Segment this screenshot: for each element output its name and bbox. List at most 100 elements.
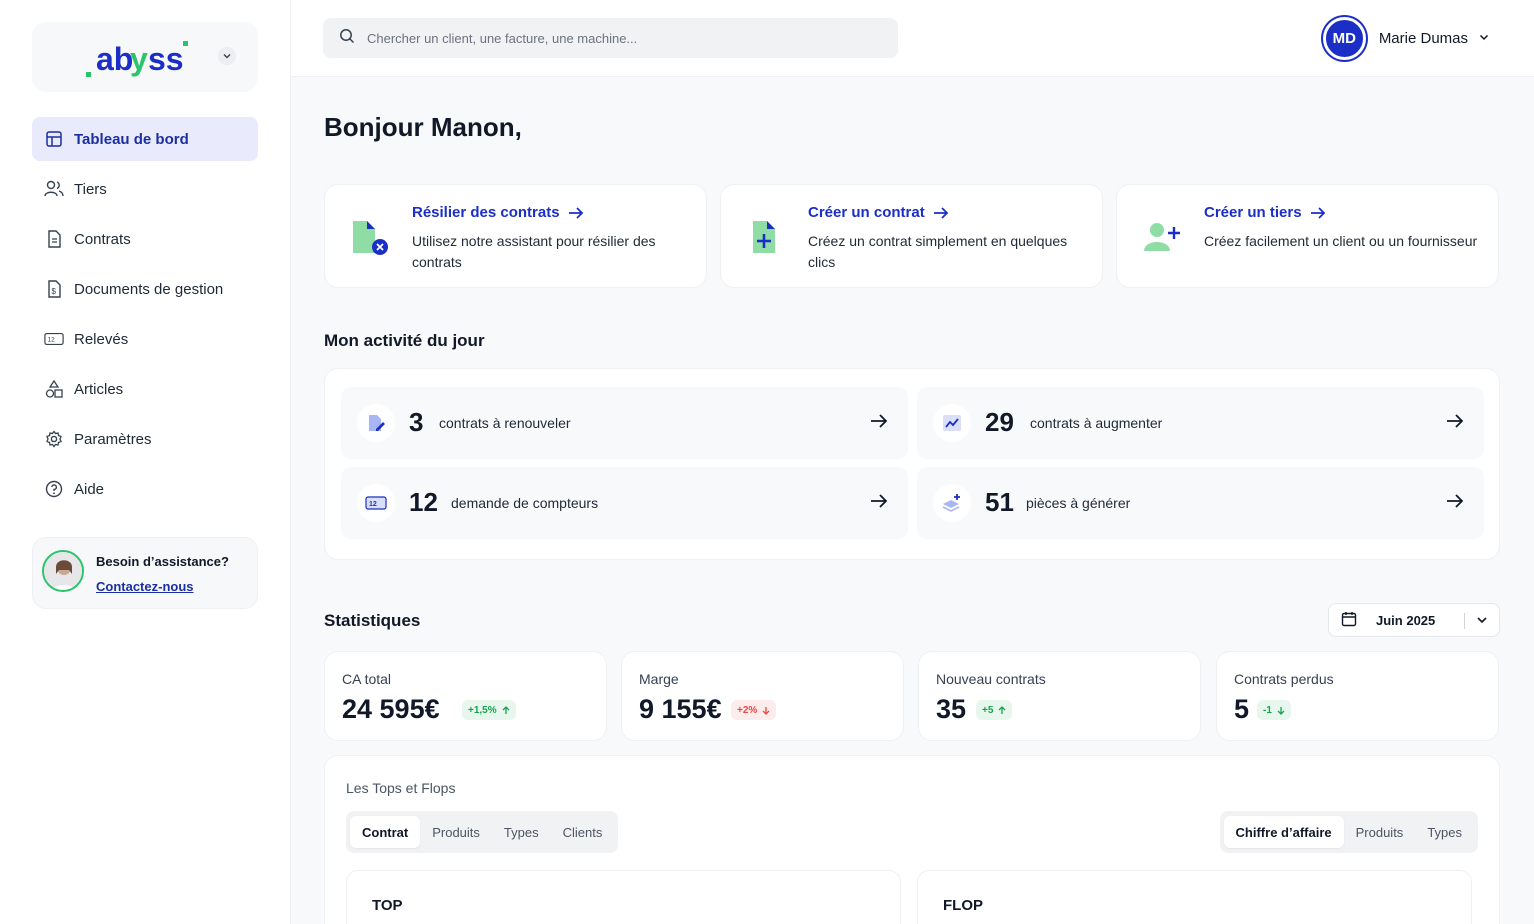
- tops-metric-tabs: Chiffre d’affaire Produits Types: [1219, 811, 1478, 853]
- document-icon: [44, 229, 64, 249]
- sidebar-item-documents[interactable]: $ Documents de gestion: [32, 267, 258, 311]
- sidebar-item-parametres[interactable]: Paramètres: [32, 417, 258, 461]
- stat-label: Nouveau contrats: [936, 671, 1046, 687]
- svg-text:12: 12: [369, 501, 377, 508]
- flop-panel: FLOP: [917, 870, 1472, 924]
- quick-action-resilier[interactable]: Résilier des contrats Utilisez notre ass…: [324, 184, 707, 288]
- stat-value: 9 155€: [639, 694, 722, 724]
- activity-count: 29: [985, 407, 1014, 437]
- arrow-right-icon[interactable]: [870, 493, 888, 514]
- arrow-down-icon: [1277, 706, 1285, 715]
- tab-contrat[interactable]: Contrat: [350, 816, 421, 848]
- sidebar-item-releves[interactable]: 12 Relevés: [32, 317, 258, 361]
- activity-item-compteurs[interactable]: 12 12 demande de compteurs: [341, 467, 908, 539]
- stat-value: 35: [936, 694, 967, 724]
- flop-title: FLOP: [943, 897, 983, 914]
- meter-icon: 12: [44, 329, 64, 349]
- contact-us-link[interactable]: Contactez-nous: [96, 579, 194, 594]
- status-badge: +2%: [731, 700, 777, 720]
- stat-card-ca-total: CA total 24 595€ +1,5%: [324, 651, 607, 741]
- activity-item-renouveler[interactable]: 3 contrats à renouveler: [341, 387, 908, 459]
- activity-panel: 3 contrats à renouveler 29 contrats à au…: [324, 368, 1500, 560]
- meter-icon: 12: [357, 484, 395, 522]
- svg-text:12: 12: [48, 337, 56, 344]
- stat-card-nouveaux-contrats: Nouveau contrats 35 +5: [918, 651, 1201, 741]
- stat-label: Contrats perdus: [1234, 671, 1334, 687]
- svg-text:y: y: [130, 41, 148, 77]
- tops-category-tabs: Contrat Produits Types Clients: [346, 811, 619, 853]
- arrow-up-icon: [502, 705, 510, 714]
- status-badge: -1: [1257, 700, 1291, 720]
- status-badge: +5: [976, 700, 1013, 720]
- sidebar-item-label: Documents de gestion: [74, 280, 224, 298]
- shapes-icon: [44, 379, 64, 399]
- svg-text:$: $: [52, 287, 57, 296]
- chevron-down-icon[interactable]: [1478, 30, 1490, 48]
- sidebar-item-label: Tableau de bord: [74, 130, 189, 148]
- activity-label: pièces à générer: [1026, 495, 1131, 511]
- sidebar-item-label: Contrats: [74, 230, 131, 248]
- help-icon: [44, 479, 64, 499]
- calendar-icon: [1341, 611, 1357, 630]
- tab-produits[interactable]: Produits: [1355, 824, 1404, 840]
- topbar: MD Marie Dumas: [291, 0, 1534, 77]
- stat-value: 24 595€: [342, 694, 440, 724]
- user-menu[interactable]: MD Marie Dumas: [1322, 17, 1490, 60]
- activity-item-pieces[interactable]: 51 pièces à générer: [917, 467, 1484, 539]
- stat-card-contrats-perdus: Contrats perdus 5 -1: [1216, 651, 1499, 741]
- quick-action-creer-contrat[interactable]: Créer un contrat Créez un contrat simple…: [720, 184, 1103, 288]
- period-select[interactable]: Juin 2025: [1328, 603, 1500, 637]
- assistance-card: Besoin d’assistance? Contactez-nous: [32, 537, 258, 609]
- layers-add-icon: [933, 484, 971, 522]
- sidebar-item-dashboard[interactable]: Tableau de bord: [32, 117, 258, 161]
- tab-types[interactable]: Types: [503, 824, 539, 840]
- trend-up-icon: [933, 404, 971, 442]
- activity-label: contrats à renouveler: [439, 415, 571, 431]
- sidebar-item-aide[interactable]: Aide: [32, 467, 258, 511]
- sidebar-item-label: Aide: [74, 480, 105, 498]
- stat-value: 5: [1234, 694, 1250, 724]
- tab-types[interactable]: Types: [1427, 824, 1462, 840]
- activity-item-augmenter[interactable]: 29 contrats à augmenter: [917, 387, 1484, 459]
- sidebar-item-tiers[interactable]: Tiers: [32, 167, 258, 211]
- quick-action-title[interactable]: Créer un tiers: [1204, 204, 1326, 221]
- stat-label: Marge: [639, 671, 679, 687]
- activity-count: 3: [409, 407, 424, 437]
- quick-action-desc: Utilisez notre assistant pour résilier d…: [412, 233, 656, 270]
- arrow-right-icon[interactable]: [1446, 493, 1464, 514]
- chevron-down-icon[interactable]: [1475, 613, 1489, 630]
- tab-chiffre-affaire[interactable]: Chiffre d’affaire: [1223, 816, 1344, 848]
- avatar[interactable]: MD: [1322, 17, 1366, 60]
- dashboard-icon: [44, 129, 64, 149]
- svg-text:ss: ss: [148, 41, 184, 77]
- stats-title: Statistiques: [324, 611, 421, 630]
- period-value: Juin 2025: [1376, 612, 1436, 628]
- sidebar-item-articles[interactable]: Articles: [32, 367, 258, 411]
- quick-action-title[interactable]: Résilier des contrats: [412, 204, 584, 221]
- stat-label: CA total: [342, 671, 392, 687]
- user-add-icon: [1144, 223, 1180, 251]
- activity-count: 12: [409, 487, 438, 517]
- tops-flops-panel: Les Tops et Flops Contrat Produits Types…: [324, 755, 1500, 924]
- document-add-icon: [753, 221, 775, 253]
- tab-clients[interactable]: Clients: [562, 824, 603, 840]
- search-bar[interactable]: [323, 18, 898, 58]
- assistance-title: Besoin d’assistance?: [96, 554, 229, 569]
- sidebar-item-label: Articles: [74, 380, 124, 398]
- gear-icon: [44, 429, 64, 449]
- arrow-right-icon[interactable]: [1446, 413, 1464, 434]
- quick-action-title[interactable]: Créer un contrat: [808, 204, 949, 221]
- user-name[interactable]: Marie Dumas: [1378, 30, 1468, 47]
- tab-produits[interactable]: Produits: [432, 824, 480, 840]
- sidebar-nav: Tableau de bord Tiers Contrats $ Documen…: [32, 117, 258, 517]
- brand-switcher[interactable]: ab y ss: [32, 22, 258, 92]
- quick-action-desc: Créez un contrat simplement en quelques …: [808, 233, 1068, 270]
- chevron-down-icon[interactable]: [218, 47, 236, 65]
- users-icon: [44, 179, 64, 199]
- search-input[interactable]: [367, 30, 887, 46]
- sidebar-item-contrats[interactable]: Contrats: [32, 217, 258, 261]
- arrow-right-icon[interactable]: [870, 413, 888, 434]
- document-edit-icon: [357, 404, 395, 442]
- quick-action-creer-tiers[interactable]: Créer un tiers Créez facilement un clien…: [1116, 184, 1499, 288]
- activity-count: 51: [985, 487, 1014, 517]
